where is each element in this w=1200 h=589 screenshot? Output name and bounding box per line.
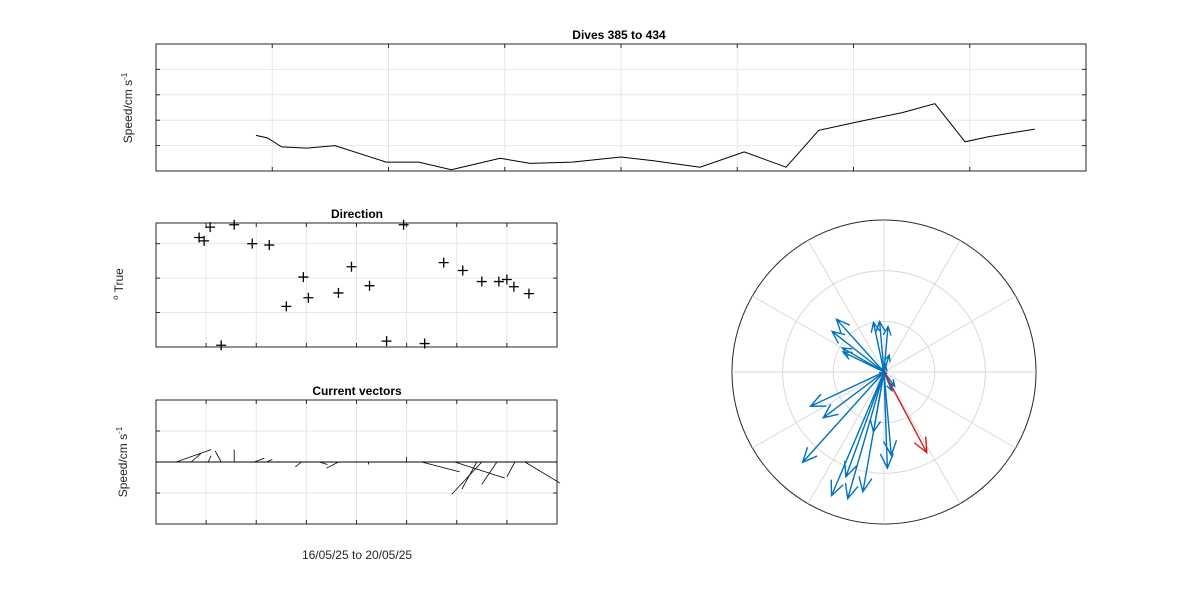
dive-current-arrow (830, 371, 885, 498)
direction-point (216, 340, 227, 351)
current-vector-stick (254, 457, 265, 463)
direction-point (205, 222, 216, 233)
current-vector-stick (175, 449, 212, 463)
speed-timeseries-panel: Dives 385 to 434 Speed/cm s-1 (120, 28, 1087, 172)
speed-y-axis-label: Speed/cm s-1 (120, 72, 135, 143)
direction-point (281, 301, 292, 312)
polar-compass-panel (731, 219, 1037, 525)
direction-y-axis-label-text: True (112, 268, 126, 293)
current-vector-stick (451, 461, 483, 495)
dive-current-arrow (883, 353, 891, 373)
current-vector-stick (421, 461, 460, 473)
current-vector-stick (481, 461, 498, 485)
direction-point (523, 288, 534, 299)
direction-panel: Direction o True (111, 207, 558, 351)
direction-point (419, 338, 430, 349)
direction-point (298, 272, 309, 283)
polar-spoke (883, 371, 1016, 449)
polar-dive-arrows (801, 318, 898, 501)
polar-spoke (752, 371, 885, 449)
dive-current-arrow (830, 330, 885, 373)
dive-current-arrow (808, 371, 885, 407)
direction-point (194, 232, 205, 243)
vectors-x-axis-label: 16/05/25 to 20/05/25 (302, 548, 412, 562)
dive-current-arrow (875, 319, 886, 373)
vectors-chart-title: Current vectors (312, 384, 402, 398)
speed-grid (156, 44, 1086, 171)
current-vector-stick (295, 461, 302, 468)
vectors-y-axis-label: Speed/cm s-1 (115, 426, 130, 497)
direction-point (476, 276, 487, 287)
dive-current-arrow (801, 371, 885, 464)
direction-point (381, 336, 392, 347)
speed-chart-title: Dives 385 to 434 (572, 28, 666, 42)
vectors-sticks (175, 449, 561, 495)
current-vector-stick (506, 461, 516, 478)
direction-y-axis-label: o True (111, 268, 126, 300)
vectors-y-axis-label-text: Speed/cm s (116, 434, 130, 497)
polar-spoke (883, 295, 1016, 373)
current-vector-stick (266, 459, 273, 463)
dive-current-arrow (879, 371, 894, 470)
direction-point (501, 274, 512, 285)
direction-point (199, 235, 210, 246)
direction-point (364, 280, 375, 291)
direction-point (398, 219, 409, 230)
direction-point (493, 276, 504, 287)
current-vector-stick (190, 453, 202, 463)
polar-spoke (807, 371, 885, 504)
polar-spoke (807, 240, 885, 373)
direction-markers (194, 219, 534, 351)
polar-spoke (883, 371, 961, 504)
direction-point (247, 238, 258, 249)
direction-y-axis-label-degree: o (111, 295, 120, 300)
dive-current-arrow (883, 371, 898, 457)
current-vector-stick (524, 461, 561, 484)
current-vector-stick (319, 461, 328, 465)
current-vector-stick (207, 455, 212, 463)
current-vector-stick (326, 461, 339, 469)
speed-y-axis-label-text: Speed/cm s (121, 80, 135, 143)
direction-chart-title: Direction (331, 207, 383, 221)
dive-current-arrow (841, 351, 885, 373)
polar-grid (731, 219, 1037, 525)
direction-point (438, 257, 449, 268)
dive-current-arrow (844, 371, 885, 501)
direction-point (303, 292, 314, 303)
current-vector-stick (214, 450, 222, 463)
dive-current-arrow (844, 371, 885, 479)
dive-current-arrow (869, 371, 885, 434)
dive-current-arrow (821, 371, 885, 419)
direction-point (264, 240, 275, 251)
direction-point (508, 281, 519, 292)
dive-current-arrow (835, 318, 885, 373)
direction-point (457, 265, 468, 276)
speed-y-axis-label-exponent: -1 (120, 72, 129, 80)
direction-grid (156, 223, 557, 347)
direction-point (229, 219, 240, 230)
vectors-y-axis-label-exponent: -1 (115, 426, 124, 434)
direction-point (346, 261, 357, 272)
current-vector-stick (454, 461, 505, 479)
speed-series-line (255, 103, 1035, 171)
direction-point (333, 287, 344, 298)
polar-spoke (883, 240, 961, 373)
mean-current-arrow (883, 371, 928, 455)
current-vectors-panel: Current vectors Speed/cm s-1 16/05/25 to… (115, 384, 561, 562)
